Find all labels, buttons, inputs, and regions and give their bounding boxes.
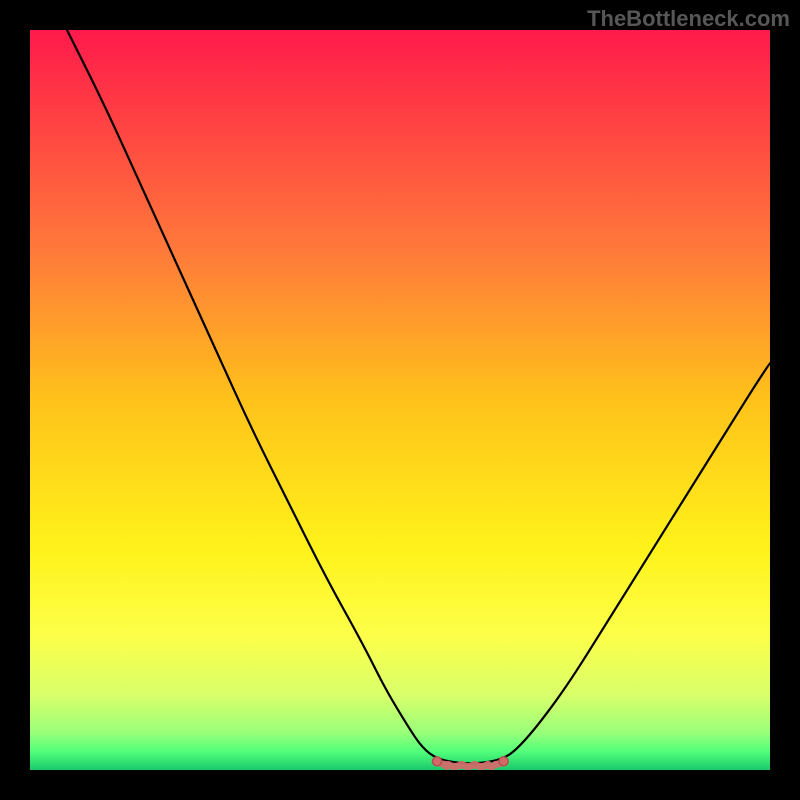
watermark-text: TheBottleneck.com — [587, 6, 790, 32]
bottleneck-chart — [30, 30, 770, 770]
chart-frame: TheBottleneck.com — [0, 0, 800, 800]
chart-svg — [30, 30, 770, 770]
